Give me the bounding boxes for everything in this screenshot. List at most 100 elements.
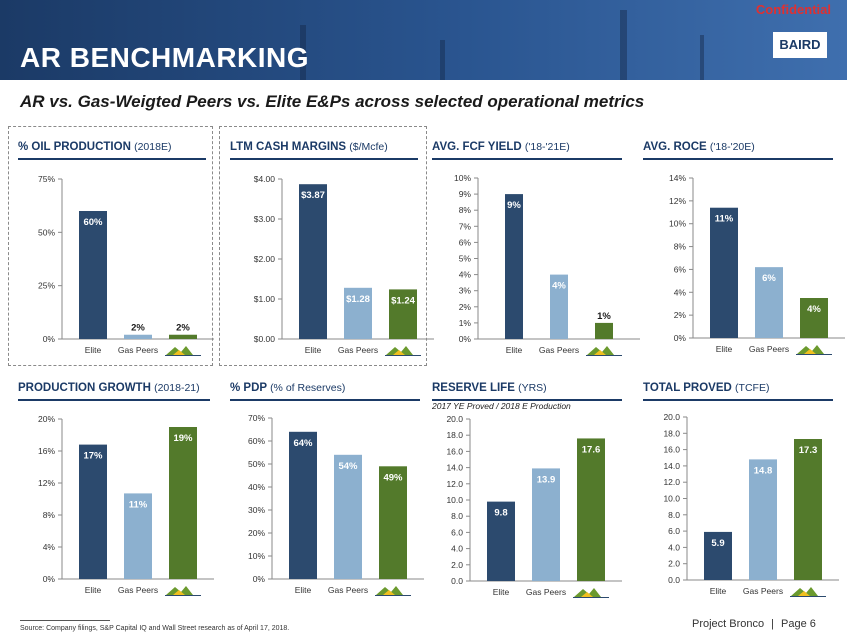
chart-svg: 0% 10% 20% 30% 40% 50% 60% 70% 64% Elite 54% Gas Pe… — [248, 413, 424, 596]
y-tick-label: 6.0 — [451, 527, 463, 537]
y-tick-label: 2% — [674, 310, 687, 320]
antero-logo-icon — [385, 346, 421, 356]
chart-svg: 0.0 2.0 4.0 6.0 8.0 10.0 12.0 14.0 16.0 18.0 20.0 9… — [446, 414, 622, 598]
y-tick-label: 75% — [38, 174, 55, 184]
bar-value-label: 19% — [173, 433, 193, 444]
bar-gas-peers — [124, 493, 152, 579]
y-tick-label: 6% — [674, 264, 687, 274]
y-tick-label: 14.0 — [446, 463, 463, 473]
y-tick-label: 0% — [459, 334, 472, 344]
y-tick-label: 50% — [248, 459, 265, 469]
bar-gas-peers — [344, 287, 372, 339]
y-tick-label: 3% — [459, 286, 472, 296]
y-tick-label: 70% — [248, 413, 265, 423]
antero-logo-icon — [586, 346, 622, 356]
footer-separator: | — [771, 618, 775, 630]
y-tick-label: 14.0 — [663, 461, 680, 471]
y-tick-label: 0.0 — [451, 576, 463, 586]
chart-svg: 0% 4% 8% 12% 16% 20% 17% Elite 11% Gas Peers 19% — [38, 414, 214, 596]
bar-antero — [595, 322, 613, 339]
y-tick-label: 16.0 — [663, 445, 680, 455]
chart-svg: 0% 1% 2% 3% 4% 5% 6% 7% 8% 9% 10% 9% Elite 4% Gas Peer… — [454, 173, 640, 356]
oil-rig-silhouette — [440, 40, 445, 80]
bar-antero — [389, 289, 417, 339]
bar-antero — [577, 438, 605, 581]
oil-rig-silhouette — [700, 35, 704, 80]
bar-gas-peers — [334, 454, 362, 579]
baird-logo: BAIRD — [773, 32, 827, 58]
bar-gas-peers — [550, 274, 568, 339]
source-note: Source: Company filings, S&P Capital IQ … — [20, 625, 290, 632]
y-tick-label: 12.0 — [446, 479, 463, 489]
y-tick-label: 20% — [248, 528, 265, 538]
highlight-box-margins — [219, 126, 427, 366]
y-tick-label: 4.0 — [668, 542, 680, 552]
x-category-label: Gas Peers — [539, 345, 579, 355]
chart-panel-total-proved: TOTAL PROVED (TCFE) 0.0 2.0 4.0 6.0 8.0 10.0 1… — [643, 382, 839, 606]
y-tick-label: 6% — [459, 237, 472, 247]
y-tick-label: 10% — [454, 173, 471, 183]
y-tick-label: 25% — [38, 281, 55, 291]
title-underline — [230, 399, 420, 401]
bar-value-label: 64% — [293, 438, 313, 449]
y-tick-label: 2.0 — [668, 559, 680, 569]
y-tick-label: 40% — [248, 482, 265, 492]
y-tick-label: 20.0 — [663, 412, 680, 422]
bar-value-label: 17.6 — [582, 444, 601, 455]
chart-svg: 0% 2% 4% 6% 8% 10% 12% 14% 11% Elite 6% Gas Peers 4% — [669, 173, 845, 355]
y-tick-label: 12.0 — [663, 477, 680, 487]
x-category-label: Elite — [85, 585, 102, 595]
bar-elite — [79, 211, 107, 339]
bar-value-label: 54% — [338, 461, 358, 472]
bar-antero — [169, 334, 197, 339]
y-tick-label: 4% — [674, 287, 687, 297]
chart-title: AVG. ROCE ('18-'20E) — [643, 141, 755, 153]
y-tick-label: 9% — [459, 189, 472, 199]
oil-rig-silhouette — [300, 25, 306, 80]
bar-elite — [487, 501, 515, 581]
y-tick-label: $0.00 — [254, 334, 276, 344]
y-tick-label: 2.0 — [451, 560, 463, 570]
chart-panel-production-growth: PRODUCTION GROWTH (2018-21) 0% 4% 8% 12% 16%… — [18, 382, 214, 606]
highlight-box-oil — [8, 126, 213, 366]
bar-value-label: $1.28 — [346, 294, 370, 305]
chart-title: RESERVE LIFE (YRS) — [432, 382, 547, 394]
title-underline — [18, 158, 206, 160]
bar-value-label: 13.9 — [537, 474, 556, 485]
x-category-label: Elite — [305, 345, 322, 355]
x-category-label: Elite — [295, 585, 312, 595]
title-underline — [18, 399, 210, 401]
bar-value-label: 2% — [176, 323, 190, 334]
bar-elite — [299, 184, 327, 339]
y-tick-label: 8.0 — [451, 511, 463, 521]
page-title: AR BENCHMARKING — [20, 42, 310, 73]
bar-elite — [79, 444, 107, 579]
y-tick-label: 8.0 — [668, 510, 680, 520]
y-tick-label: 10% — [669, 219, 686, 229]
title-underline — [643, 399, 833, 401]
y-tick-label: 14% — [669, 173, 686, 183]
x-category-label: Elite — [493, 587, 510, 597]
x-category-label: Gas Peers — [526, 587, 566, 597]
y-tick-label: 8% — [43, 510, 56, 520]
y-tick-label: 30% — [248, 505, 265, 515]
confidential-label: Confidential — [755, 2, 831, 17]
y-tick-label: 0% — [43, 334, 56, 344]
antero-logo-icon — [165, 346, 201, 356]
y-tick-label: 20.0 — [446, 414, 463, 424]
footer-project: Project Bronco | Page 6 — [692, 618, 816, 630]
chart-svg: $0.00 $1.00 $2.00 $3.00 $4.00 $3.87 Elite $1.28… — [254, 174, 434, 356]
y-tick-label: 10.0 — [446, 495, 463, 505]
project-name: Project Bronco — [692, 618, 765, 630]
bar-value-label: 9% — [507, 200, 521, 211]
bar-antero — [379, 466, 407, 579]
title-underline — [643, 158, 833, 160]
bar-value-label: 60% — [83, 217, 103, 228]
y-tick-label: 20% — [38, 414, 55, 424]
bar-antero — [800, 298, 828, 338]
bar-value-label: 5.9 — [711, 538, 724, 549]
bar-elite — [710, 207, 738, 338]
chart-title: TOTAL PROVED (TCFE) — [643, 382, 770, 394]
antero-logo-icon — [790, 587, 826, 597]
bar-gas-peers — [749, 459, 777, 580]
